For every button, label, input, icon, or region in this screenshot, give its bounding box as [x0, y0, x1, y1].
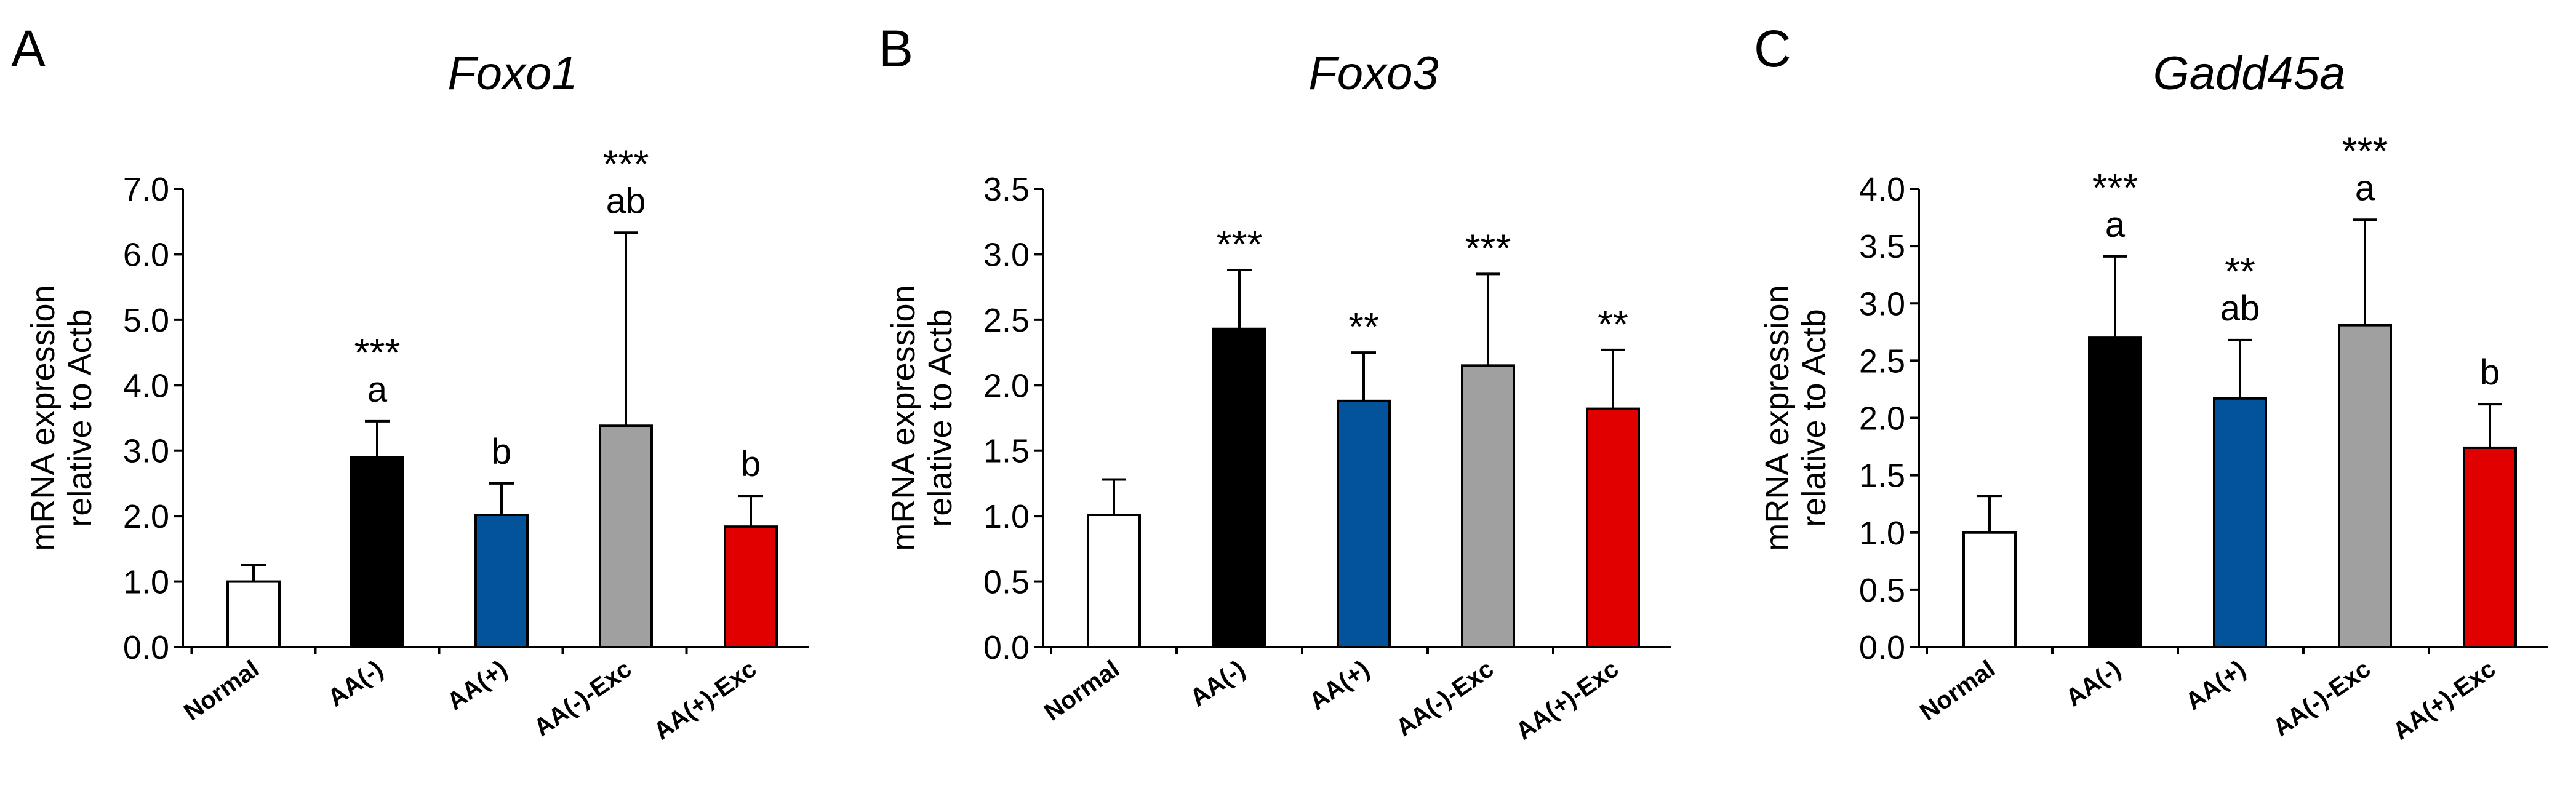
bar-aa-exc [599, 424, 653, 648]
significance-stars: *** [603, 141, 649, 186]
y-tick-label: 0.0 [123, 629, 169, 666]
x-category-label: AA(-) [323, 655, 388, 712]
y-tick-label: 3.0 [123, 433, 169, 470]
significance-stars: ** [1598, 302, 1628, 346]
y-tick-label: 3.0 [1859, 285, 1905, 322]
bar-aa [1212, 327, 1266, 648]
y-tick-label: 3.5 [1859, 228, 1905, 265]
bar-aa [474, 514, 529, 648]
group-letter: ab [606, 181, 646, 221]
y-tick-label: 0.0 [1859, 629, 1905, 666]
x-category-label: AA(-)-Exc [2268, 655, 2376, 742]
group-letter: a [2355, 168, 2375, 208]
chart-title: Gadd45a [2153, 47, 2346, 100]
y-axis-label: mRNA expressionrelative to Actb [885, 285, 959, 551]
x-category-label: AA(+)-Exc [2388, 655, 2500, 745]
chart-title: Foxo3 [1308, 47, 1438, 100]
group-letter: a [2105, 205, 2126, 245]
y-tick-label: 1.0 [983, 498, 1030, 535]
bar-normal [226, 580, 281, 648]
y-tick-label: 4.0 [123, 367, 169, 404]
chart-panel-a: A Foxo1 mRNA expressionrelative to Actb 0.0… [11, 20, 809, 745]
bar-aa [2213, 397, 2267, 649]
y-tick-label: 2.5 [983, 302, 1030, 339]
group-letter: a [367, 370, 388, 410]
y-tick-label: 1.0 [1859, 515, 1905, 552]
y-tick-label: 0.0 [983, 629, 1030, 666]
x-category-label: Normal [1915, 655, 2000, 726]
group-letter: ab [2220, 288, 2260, 328]
panel-letter: C [1754, 20, 1791, 78]
y-tick-label: 6.0 [123, 236, 169, 273]
y-tick-label: 2.5 [1859, 343, 1905, 380]
x-category-label: Normal [179, 655, 264, 726]
y-tick-label: 1.5 [983, 433, 1030, 470]
y-tick-label: 2.0 [123, 498, 169, 535]
x-category-label: AA(+) [442, 655, 513, 715]
y-tick-label: 7.0 [123, 171, 169, 208]
x-category-label: AA(+) [2181, 655, 2251, 715]
y-tick-label: 0.5 [983, 564, 1030, 601]
y-tick-label: 2.0 [983, 367, 1030, 404]
panel-letter: B [879, 20, 913, 78]
bar-aa [1337, 399, 1391, 648]
y-axis-label-line: relative to Actb [62, 309, 98, 527]
y-tick-label: 5.0 [123, 302, 169, 339]
x-category-label: AA(+) [1305, 655, 1375, 715]
bar-aa [2088, 336, 2142, 648]
y-axis-label-line: mRNA expression [1759, 285, 1796, 551]
bar-aa-exc [1461, 364, 1515, 648]
bar-normal [1087, 514, 1141, 648]
y-tick-label: 1.0 [123, 564, 169, 601]
x-category-label: AA(-) [2061, 655, 2126, 712]
chart-panel-b: B Foxo3 mRNA expressionrelative to Actb 0.0… [879, 20, 1671, 745]
y-axis-label-line: relative to Actb [1796, 309, 1833, 527]
group-letter: b [741, 444, 761, 484]
bar-aa-exc [2463, 446, 2517, 648]
significance-stars: *** [2342, 129, 2388, 173]
y-tick-label: 1.5 [1859, 458, 1905, 495]
bar-aa [350, 456, 404, 648]
panel-letter: A [11, 20, 46, 78]
bar-aa-exc [2338, 324, 2392, 648]
y-axis-label: mRNA expressionrelative to Actb [25, 285, 98, 551]
x-category-label: AA(+)-Exc [649, 655, 761, 745]
x-category-label: AA(-)-Exc [529, 655, 637, 742]
bar-normal [1962, 531, 2017, 648]
x-category-label: AA(+)-Exc [1511, 655, 1623, 745]
significance-stars: *** [1465, 226, 1511, 270]
chart-title: Foxo1 [447, 47, 577, 100]
significance-stars: *** [2092, 165, 2138, 210]
significance-stars: *** [1217, 222, 1263, 266]
bar-aa-exc [724, 525, 778, 649]
y-tick-label: 3.0 [983, 236, 1030, 273]
significance-stars: ** [2225, 249, 2255, 293]
bar-aa-exc [1586, 407, 1640, 648]
group-letter: b [492, 432, 511, 472]
x-category-label: AA(-) [1185, 655, 1250, 712]
y-tick-label: 3.5 [983, 171, 1030, 208]
chart-panel-c: C Gadd45a mRNA expressionrelative to Actb 0… [1754, 20, 2548, 745]
y-axis-label-line: relative to Actb [922, 309, 959, 527]
y-tick-label: 0.5 [1859, 572, 1905, 609]
x-category-label: AA(-)-Exc [1391, 655, 1499, 742]
y-axis-label-line: mRNA expression [885, 285, 922, 551]
y-axis-label: mRNA expressionrelative to Actb [1759, 285, 1833, 551]
y-tick-label: 4.0 [1859, 171, 1905, 208]
y-tick-label: 2.0 [1859, 400, 1905, 437]
y-axis-label-line: mRNA expression [25, 285, 62, 551]
significance-stars: *** [354, 330, 401, 375]
significance-stars: ** [1348, 304, 1379, 349]
x-category-label: Normal [1039, 655, 1124, 726]
group-letter: b [2480, 352, 2500, 392]
